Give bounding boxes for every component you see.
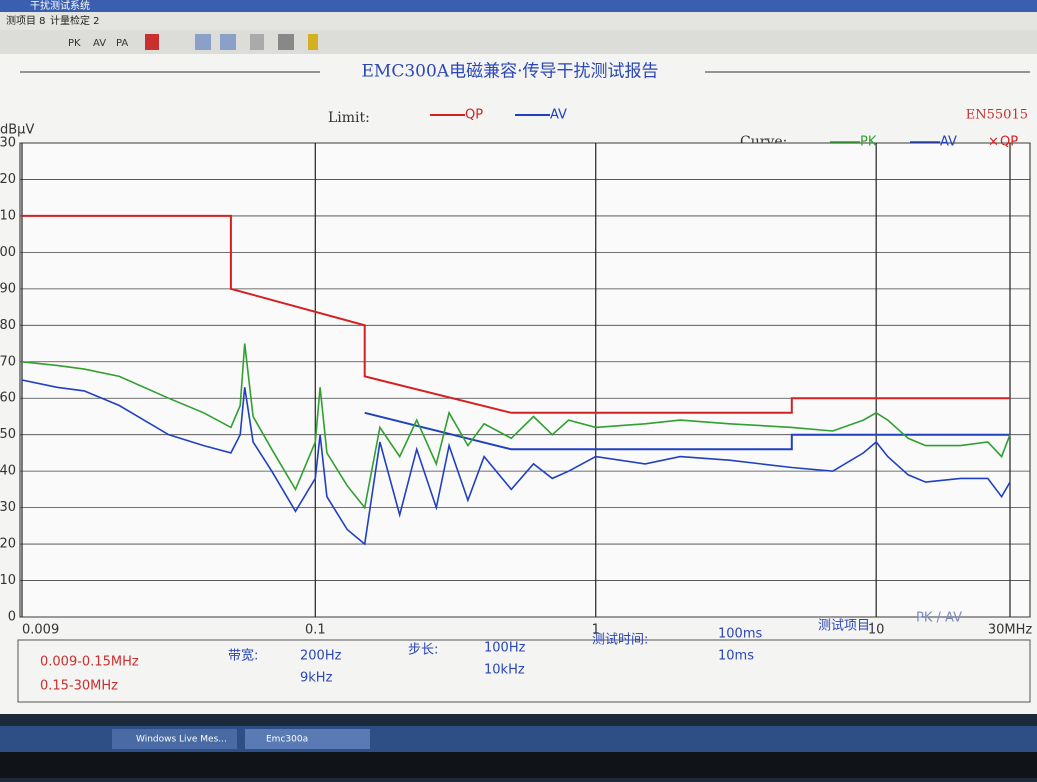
y-tick-label: 130 <box>0 136 16 151</box>
legend-label: AV <box>550 108 567 123</box>
x-tick-label: 0.009 <box>22 623 59 638</box>
range: 0.15-30MHz <box>40 679 118 694</box>
item: PK / AV <box>916 611 962 626</box>
x-tick-label: 10 <box>868 623 885 638</box>
y-tick-label: 50 <box>0 427 16 442</box>
taskbar-button[interactable] <box>112 729 237 749</box>
x-tick-label: 0.1 <box>305 623 326 638</box>
toolbar-icon[interactable] <box>250 34 264 50</box>
plot: 01020304050607080901001101201300.0090.11… <box>0 136 1032 638</box>
toolbar-button[interactable]: PK <box>68 38 81 49</box>
toolbar-icon[interactable] <box>195 34 211 50</box>
y-tick-label: 80 <box>0 318 16 333</box>
range: 0.009-0.15MHz <box>40 655 139 670</box>
taskbar-button[interactable] <box>245 729 370 749</box>
toolbar-button[interactable]: PA <box>116 38 128 49</box>
y-tick-label: 0 <box>8 610 16 625</box>
item-label: 测试项目: <box>818 619 874 634</box>
report-title: EMC300A电磁兼容·传导干扰测试报告 <box>362 62 659 82</box>
toolbar-icon[interactable] <box>308 34 318 50</box>
y-tick-label: 90 <box>0 281 16 296</box>
bandwidth: 9kHz <box>300 671 333 686</box>
y-tick-label: 120 <box>0 172 16 187</box>
settings-panel <box>17 639 1031 703</box>
legend-marker: × <box>988 135 999 150</box>
toolbar <box>0 30 1037 54</box>
y-tick-label: 100 <box>0 245 16 260</box>
plot-area <box>19 142 1031 618</box>
time: 10ms <box>718 649 754 664</box>
menu-bar <box>0 12 1037 30</box>
bandwidth: 200Hz <box>300 649 342 664</box>
taskbar-label: Emc300a <box>266 735 308 745</box>
limit-label: Limit: <box>328 110 370 126</box>
y-tick-label: 10 <box>0 573 16 588</box>
step: 100Hz <box>484 641 526 656</box>
legend-label: PK <box>860 135 877 150</box>
toolbar-icon[interactable] <box>220 34 236 50</box>
y-tick-label: 40 <box>0 464 16 479</box>
toolbar-icon[interactable] <box>145 34 159 50</box>
legend-label: AV <box>940 135 957 150</box>
line <box>21 343 1011 510</box>
menu-item[interactable]: 计量检定 2 <box>50 14 100 27</box>
step-label: 步长: <box>408 643 438 658</box>
y-tick-label: 110 <box>0 208 16 223</box>
x-tick-label: 30MHz <box>988 623 1033 638</box>
toolbar-icon[interactable] <box>278 34 294 50</box>
monitor-bezel <box>0 752 1037 778</box>
time: 100ms <box>718 627 762 642</box>
legend-label: QP <box>465 108 483 123</box>
window-title: 干扰测试系统 <box>30 0 90 12</box>
y-axis-label: dBμV <box>0 123 34 138</box>
title-bar <box>0 0 1037 12</box>
y-tick-label: 20 <box>0 537 16 552</box>
standard-name: EN55015 <box>966 108 1028 123</box>
step: 10kHz <box>484 663 525 678</box>
y-tick-label: 60 <box>0 391 16 406</box>
line <box>22 214 1010 414</box>
x-tick-label: 1 <box>592 623 600 638</box>
y-tick-label: 30 <box>0 500 16 515</box>
taskbar-label: Windows Live Mes... <box>136 735 227 745</box>
toolbar-button[interactable]: AV <box>93 38 106 49</box>
bandwidth-label: 带宽: <box>228 648 258 664</box>
menu-item[interactable]: 测项目 8 <box>6 14 46 27</box>
legend-label: QP <box>1000 135 1018 150</box>
line <box>21 379 1011 546</box>
time-label: 测试时间: <box>592 633 648 648</box>
y-tick-label: 70 <box>0 354 16 369</box>
